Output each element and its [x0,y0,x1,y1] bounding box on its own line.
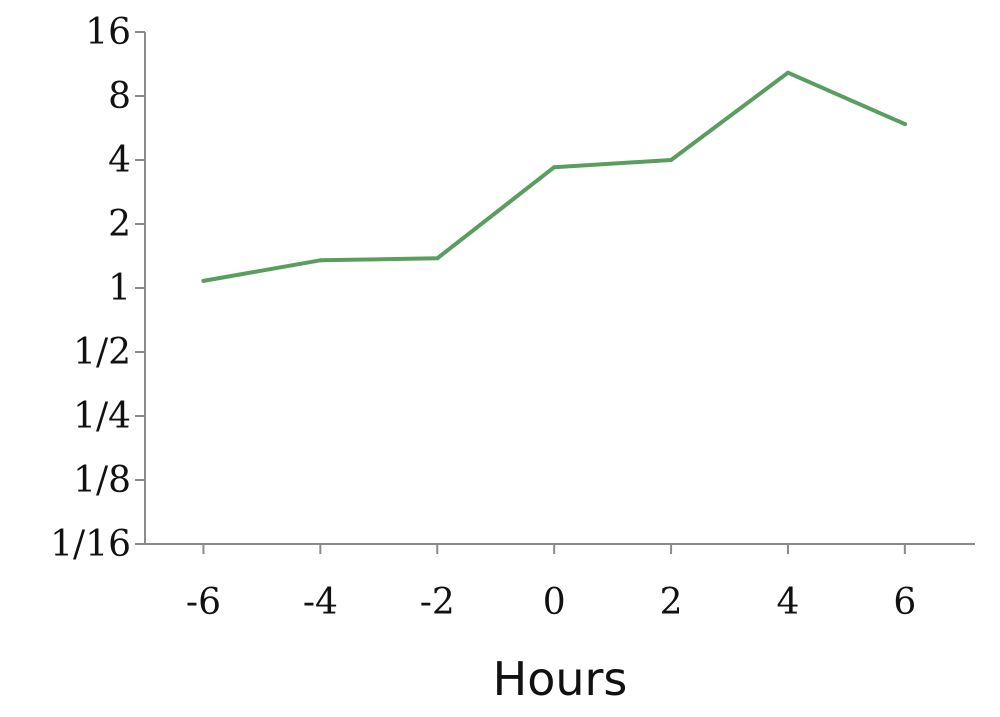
data-point [669,158,674,162]
y-tick-label: 16 [85,12,131,53]
y-tick-label: 4 [108,140,131,181]
x-tick-label: 0 [543,582,566,623]
data-point [902,122,907,127]
y-tick-label: 2 [108,204,131,245]
data-point [552,165,557,170]
x-tick-label: -4 [303,582,338,623]
y-axis-ticks: 1/16 1/8 1/4 1/2 1 2 4 8 16 [50,12,145,565]
x-tick-label: 6 [893,582,916,623]
data-point [318,258,323,263]
data-point [786,70,790,75]
y-tick-label: 8 [108,76,131,117]
x-axis-title: Hours [493,652,628,706]
series-line [201,70,907,283]
x-tick-label: -2 [420,582,455,623]
x-axis-ticks: -6 -4 -2 0 2 4 6 [186,544,916,623]
y-tick-label: 1/4 [73,396,131,437]
series-layer [201,70,907,283]
chart-axes [144,32,975,545]
y-tick-label: 1/2 [73,332,131,373]
x-tick-label: -6 [186,582,221,623]
data-point [201,278,206,283]
y-tick-label: 1/8 [73,460,131,501]
y-tick-label: 1/16 [50,524,131,565]
data-point [435,256,440,261]
x-tick-label: 2 [660,582,683,623]
y-tick-label: 1 [108,268,131,309]
x-tick-label: 4 [777,582,800,623]
